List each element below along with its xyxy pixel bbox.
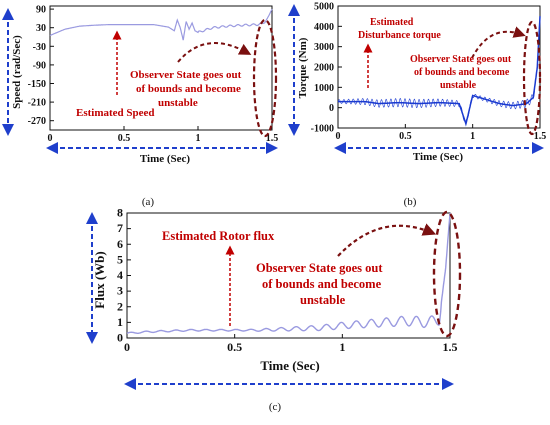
y-tick-label: -270 [28, 116, 46, 127]
y-tick-label: 4 [117, 268, 123, 282]
x-axis-label: Time (Sec) [140, 153, 191, 165]
x-tick-label: 1 [470, 131, 475, 142]
series-line [338, 16, 541, 127]
y-tick-label: 8 [117, 206, 123, 220]
y-tick-label: -150 [28, 79, 46, 90]
x-tick-label: 0 [124, 340, 130, 354]
y-tick-label: 3000 [314, 42, 334, 53]
annotation-arrow [177, 42, 252, 63]
y-tick-label: 1000 [314, 83, 334, 94]
x-axis-label: Time (Sec) [260, 358, 319, 373]
y-tick-label: -30 [33, 42, 46, 53]
y-tick-label: -210 [28, 98, 46, 109]
y-tick-label: 5000 [314, 2, 334, 13]
x-tick-label: 0 [48, 133, 53, 144]
annotation-unstable: Observer State goes out of bounds and be… [410, 54, 514, 91]
x-tick-label: 1.5 [534, 131, 547, 142]
x-tick-label: 1.5 [266, 133, 279, 144]
panel-label: (b) [404, 196, 417, 208]
x-tick-label: 1.5 [443, 340, 458, 354]
y-tick-label: 2 [117, 299, 123, 313]
x-tick-label: 0.5 [118, 133, 131, 144]
y-axis-label: Torque (Nm) [297, 37, 309, 98]
annotation-estimated-speed: Estimated Speed [76, 107, 155, 119]
y-tick-label: 6 [117, 237, 123, 251]
y-tick-label: 2000 [314, 63, 334, 74]
panel-label: (a) [142, 196, 155, 208]
series-line [49, 8, 273, 41]
annotation-estimated-flux: Estimated Rotor flux [162, 229, 275, 243]
annotation-arrow [471, 26, 526, 59]
annotation-arrow [337, 223, 437, 257]
x-tick-label: 1 [196, 133, 201, 144]
instability-ellipse [432, 210, 462, 338]
plot-frame [49, 5, 273, 131]
panel-a-speed: 90 30 -30 -90 -150 -210 -270 0 0.5 1 1.5 Speed (r… [2, 5, 279, 208]
panel-label: (c) [269, 401, 282, 413]
annotation-estimated-torque: Estimated Disturbance torque [358, 17, 441, 41]
y-axis-label: Flux (Wb) [92, 251, 107, 308]
y-tick-label: 30 [36, 23, 46, 34]
x-tick-label: 0 [336, 131, 341, 142]
y-tick-label: 3 [117, 284, 123, 298]
y-tick-label: 90 [36, 5, 46, 16]
series-line [126, 212, 451, 334]
y-tick-label: 1 [117, 315, 123, 329]
y-tick-label: -1000 [311, 124, 334, 135]
x-tick-label: 0.5 [399, 131, 412, 142]
x-axis-label: Time (Sec) [413, 151, 464, 163]
series-oscillation-band [337, 90, 535, 123]
annotation-unstable: Observer State goes out of bounds and be… [256, 261, 386, 307]
y-tick-label: 7 [117, 221, 123, 235]
y-tick-label: 4000 [314, 22, 334, 33]
instability-ellipse [252, 18, 278, 138]
y-tick-label: -90 [33, 60, 46, 71]
y-axis-label: Speed (rad/Sec) [11, 35, 23, 109]
y-tick-label: 0 [329, 103, 334, 114]
x-tick-label: 1 [339, 340, 345, 354]
instability-ellipse [522, 20, 542, 136]
y-tick-label: 5 [117, 252, 123, 266]
y-tick-label: 0 [117, 331, 123, 345]
annotation-unstable: Observer State goes out of bounds and be… [130, 69, 244, 109]
x-tick-label: 0.5 [227, 340, 242, 354]
